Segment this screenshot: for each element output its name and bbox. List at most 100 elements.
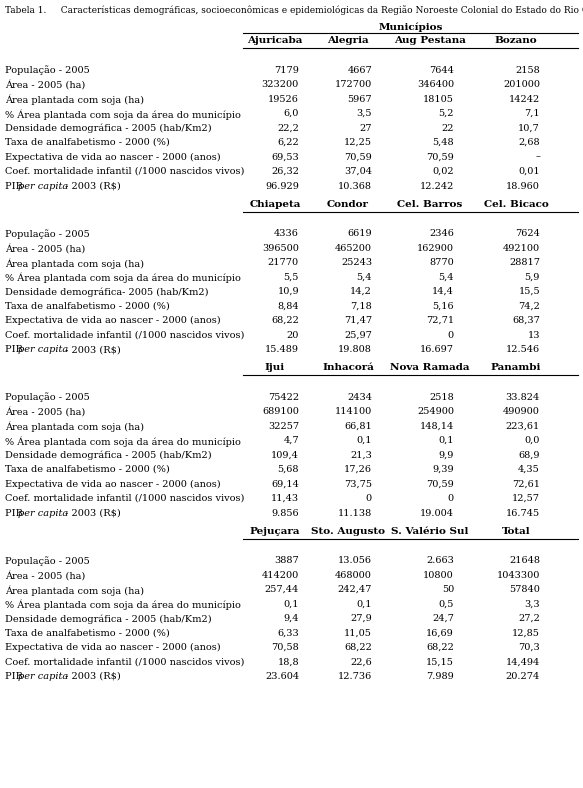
Text: 3,3: 3,3 [524, 600, 540, 608]
Text: 10.368: 10.368 [338, 181, 372, 191]
Text: 2518: 2518 [429, 392, 454, 402]
Text: 689100: 689100 [262, 407, 299, 416]
Text: 70,59: 70,59 [344, 153, 372, 162]
Text: Área - 2005 (ha): Área - 2005 (ha) [5, 80, 85, 90]
Text: 13.056: 13.056 [338, 556, 372, 565]
Text: 15,5: 15,5 [518, 287, 540, 296]
Text: Nova Ramada: Nova Ramada [390, 363, 470, 372]
Text: Total: Total [502, 526, 531, 536]
Text: 18,8: 18,8 [278, 657, 299, 667]
Text: Densidade demográfica - 2005 (hab/Km2): Densidade demográfica - 2005 (hab/Km2) [5, 614, 212, 623]
Text: 50: 50 [442, 585, 454, 594]
Text: 9,9: 9,9 [438, 451, 454, 459]
Text: - 2003 (R$): - 2003 (R$) [62, 508, 121, 518]
Text: 7.989: 7.989 [426, 672, 454, 681]
Text: 16.745: 16.745 [506, 508, 540, 518]
Text: 223,61: 223,61 [505, 422, 540, 430]
Text: 13: 13 [528, 330, 540, 340]
Text: 148,14: 148,14 [420, 422, 454, 430]
Text: Cel. Barros: Cel. Barros [398, 199, 463, 209]
Text: 4667: 4667 [347, 65, 372, 75]
Text: 22,2: 22,2 [277, 124, 299, 132]
Text: População - 2005: População - 2005 [5, 392, 90, 403]
Text: Municípios: Municípios [379, 22, 443, 32]
Text: 23.604: 23.604 [265, 672, 299, 681]
Text: 15.489: 15.489 [265, 345, 299, 354]
Text: 0,1: 0,1 [356, 600, 372, 608]
Text: 5,4: 5,4 [356, 273, 372, 281]
Text: 5,48: 5,48 [433, 138, 454, 147]
Text: Chiapeta: Chiapeta [250, 199, 301, 209]
Text: 68,37: 68,37 [512, 316, 540, 325]
Text: 9.856: 9.856 [271, 508, 299, 518]
Text: Ajuricaba: Ajuricaba [247, 36, 303, 45]
Text: 17,26: 17,26 [344, 465, 372, 474]
Text: 22: 22 [441, 124, 454, 132]
Text: 8,84: 8,84 [278, 302, 299, 310]
Text: 11.138: 11.138 [338, 508, 372, 518]
Text: PIB: PIB [5, 508, 26, 518]
Text: 9,39: 9,39 [433, 465, 454, 474]
Text: 6,22: 6,22 [278, 138, 299, 147]
Text: 68,22: 68,22 [426, 643, 454, 652]
Text: 72,61: 72,61 [512, 480, 540, 489]
Text: 18.960: 18.960 [506, 181, 540, 191]
Text: 74,2: 74,2 [518, 302, 540, 310]
Text: 4,7: 4,7 [283, 436, 299, 445]
Text: 0: 0 [448, 494, 454, 503]
Text: 68,9: 68,9 [518, 451, 540, 459]
Text: 1043300: 1043300 [497, 571, 540, 579]
Text: Área plantada com soja (ha): Área plantada com soja (ha) [5, 422, 144, 432]
Text: Aug Pestana: Aug Pestana [394, 36, 466, 45]
Text: 0,1: 0,1 [283, 600, 299, 608]
Text: 68,22: 68,22 [344, 643, 372, 652]
Text: 71,47: 71,47 [344, 316, 372, 325]
Text: 69,14: 69,14 [271, 480, 299, 489]
Text: 28817: 28817 [509, 258, 540, 267]
Text: Expectativa de vida ao nascer - 2000 (anos): Expectativa de vida ao nascer - 2000 (an… [5, 153, 220, 162]
Text: 19.004: 19.004 [420, 508, 454, 518]
Text: Coef. mortalidade infantil (/1000 nascidos vivos): Coef. mortalidade infantil (/1000 nascid… [5, 494, 244, 503]
Text: - 2003 (R$): - 2003 (R$) [62, 345, 121, 354]
Text: 5,68: 5,68 [278, 465, 299, 474]
Text: Coef. mortalidade infantil (/1000 nascidos vivos): Coef. mortalidade infantil (/1000 nascid… [5, 330, 244, 340]
Text: 0,01: 0,01 [518, 167, 540, 176]
Text: per capita: per capita [18, 181, 68, 191]
Text: 10800: 10800 [423, 571, 454, 579]
Text: Taxa de analfabetismo - 2000 (%): Taxa de analfabetismo - 2000 (%) [5, 138, 170, 147]
Text: Coef. mortalidade infantil (/1000 nascidos vivos): Coef. mortalidade infantil (/1000 nascid… [5, 657, 244, 667]
Text: 12,25: 12,25 [344, 138, 372, 147]
Text: 0,1: 0,1 [356, 436, 372, 445]
Text: per capita: per capita [18, 345, 68, 354]
Text: 2.663: 2.663 [426, 556, 454, 565]
Text: 21648: 21648 [509, 556, 540, 565]
Text: 492100: 492100 [503, 243, 540, 252]
Text: 0: 0 [366, 494, 372, 503]
Text: 0,02: 0,02 [433, 167, 454, 176]
Text: - 2003 (R$): - 2003 (R$) [62, 181, 121, 191]
Text: Pejuçara: Pejuçara [250, 526, 300, 536]
Text: 323200: 323200 [262, 80, 299, 89]
Text: 414200: 414200 [262, 571, 299, 579]
Text: % Área plantada com soja da área do município: % Área plantada com soja da área do muni… [5, 109, 241, 120]
Text: 5,5: 5,5 [283, 273, 299, 281]
Text: 346400: 346400 [417, 80, 454, 89]
Text: 25243: 25243 [341, 258, 372, 267]
Text: 4,35: 4,35 [518, 465, 540, 474]
Text: Condor: Condor [327, 199, 369, 209]
Text: Densidade demográfica- 2005 (hab/Km2): Densidade demográfica- 2005 (hab/Km2) [5, 287, 209, 296]
Text: Cel. Bicaco: Cel. Bicaco [484, 199, 549, 209]
Text: 32257: 32257 [268, 422, 299, 430]
Text: 33.824: 33.824 [505, 392, 540, 402]
Text: 66,81: 66,81 [344, 422, 372, 430]
Text: 14,4: 14,4 [432, 287, 454, 296]
Text: 242,47: 242,47 [338, 585, 372, 594]
Text: 0: 0 [448, 330, 454, 340]
Text: Área - 2005 (ha): Área - 2005 (ha) [5, 243, 85, 254]
Text: 468000: 468000 [335, 571, 372, 579]
Text: 20.274: 20.274 [505, 672, 540, 681]
Text: 5,9: 5,9 [525, 273, 540, 281]
Text: 7644: 7644 [429, 65, 454, 75]
Text: 6,33: 6,33 [278, 629, 299, 637]
Text: 15,15: 15,15 [426, 657, 454, 667]
